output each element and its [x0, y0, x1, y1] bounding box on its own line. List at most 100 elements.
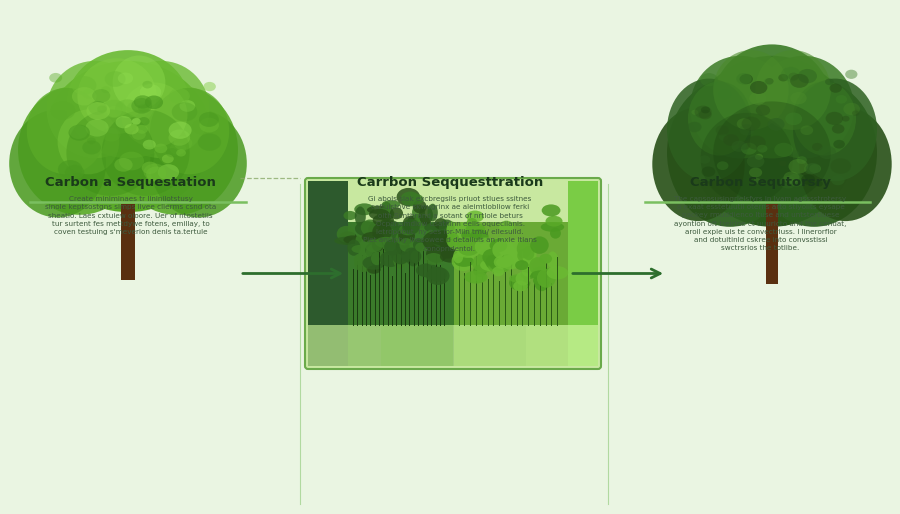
Ellipse shape	[381, 220, 399, 229]
Ellipse shape	[179, 100, 195, 112]
Bar	[122, 204, 135, 280]
Ellipse shape	[400, 238, 413, 252]
Ellipse shape	[158, 164, 179, 180]
Ellipse shape	[391, 225, 413, 243]
Ellipse shape	[542, 205, 561, 216]
Ellipse shape	[86, 119, 109, 137]
Ellipse shape	[27, 88, 106, 174]
Ellipse shape	[150, 109, 247, 217]
Ellipse shape	[504, 248, 521, 265]
Ellipse shape	[65, 165, 85, 179]
Ellipse shape	[367, 206, 389, 214]
Ellipse shape	[718, 134, 728, 141]
Ellipse shape	[713, 50, 788, 130]
Ellipse shape	[466, 218, 478, 228]
Ellipse shape	[457, 237, 481, 256]
Ellipse shape	[58, 109, 119, 174]
Ellipse shape	[380, 251, 401, 267]
Ellipse shape	[122, 83, 187, 148]
Ellipse shape	[489, 262, 510, 273]
Ellipse shape	[9, 109, 106, 217]
Ellipse shape	[71, 76, 96, 95]
Ellipse shape	[515, 260, 528, 270]
Ellipse shape	[400, 249, 418, 263]
Ellipse shape	[520, 270, 536, 279]
Ellipse shape	[691, 109, 698, 115]
Ellipse shape	[371, 252, 382, 265]
Ellipse shape	[77, 58, 157, 134]
Ellipse shape	[455, 222, 477, 240]
Ellipse shape	[50, 73, 62, 83]
Ellipse shape	[88, 101, 107, 115]
Ellipse shape	[337, 226, 356, 243]
Ellipse shape	[781, 67, 801, 82]
Ellipse shape	[482, 249, 501, 265]
Ellipse shape	[835, 95, 847, 104]
Ellipse shape	[146, 167, 166, 181]
Ellipse shape	[700, 73, 718, 86]
Ellipse shape	[809, 164, 821, 173]
Ellipse shape	[101, 86, 111, 93]
Ellipse shape	[806, 163, 821, 174]
Ellipse shape	[102, 109, 190, 196]
Ellipse shape	[382, 200, 400, 208]
Ellipse shape	[533, 267, 551, 277]
Ellipse shape	[58, 160, 83, 178]
Ellipse shape	[533, 268, 554, 282]
Ellipse shape	[143, 140, 156, 150]
Ellipse shape	[485, 256, 498, 267]
Ellipse shape	[831, 175, 844, 185]
Ellipse shape	[804, 163, 818, 174]
Ellipse shape	[475, 237, 497, 255]
Bar	[454, 222, 568, 366]
Ellipse shape	[413, 238, 424, 251]
Ellipse shape	[169, 88, 190, 104]
Ellipse shape	[751, 79, 877, 227]
Ellipse shape	[755, 154, 763, 160]
Ellipse shape	[198, 133, 221, 151]
Ellipse shape	[373, 214, 394, 226]
Ellipse shape	[86, 102, 110, 120]
Ellipse shape	[144, 163, 166, 180]
Ellipse shape	[742, 117, 760, 131]
Ellipse shape	[406, 248, 420, 266]
Ellipse shape	[172, 102, 197, 121]
Ellipse shape	[529, 257, 545, 275]
Ellipse shape	[124, 124, 139, 135]
Ellipse shape	[505, 249, 518, 262]
Ellipse shape	[801, 174, 815, 185]
Ellipse shape	[168, 122, 192, 139]
Ellipse shape	[136, 125, 148, 134]
Ellipse shape	[688, 81, 751, 156]
Text: Create miniminaes tr lininilotstusy
sinole keptsostgns simps livee clierms csnd : Create miniminaes tr lininilotstusy sino…	[45, 196, 216, 235]
Ellipse shape	[82, 140, 101, 155]
Bar	[308, 325, 381, 366]
Text: Carrbon Seqquesttration: Carrbon Seqquesttration	[357, 176, 543, 189]
Ellipse shape	[724, 134, 739, 146]
Ellipse shape	[362, 232, 384, 243]
Ellipse shape	[363, 256, 385, 270]
Ellipse shape	[478, 249, 492, 267]
Ellipse shape	[509, 274, 525, 283]
Ellipse shape	[492, 240, 515, 260]
Ellipse shape	[737, 118, 751, 130]
Ellipse shape	[174, 136, 193, 150]
Ellipse shape	[359, 246, 374, 256]
Ellipse shape	[87, 137, 96, 144]
Bar	[348, 222, 454, 366]
Ellipse shape	[793, 79, 877, 181]
Ellipse shape	[537, 269, 556, 288]
Ellipse shape	[352, 245, 370, 253]
Ellipse shape	[134, 95, 151, 108]
Ellipse shape	[667, 79, 793, 227]
Ellipse shape	[550, 228, 561, 238]
Ellipse shape	[475, 274, 485, 283]
Ellipse shape	[423, 231, 446, 251]
Ellipse shape	[790, 92, 806, 104]
Ellipse shape	[97, 105, 107, 113]
Ellipse shape	[432, 231, 454, 248]
Ellipse shape	[402, 216, 418, 232]
Ellipse shape	[699, 155, 710, 163]
Ellipse shape	[530, 236, 549, 254]
Ellipse shape	[788, 72, 799, 80]
